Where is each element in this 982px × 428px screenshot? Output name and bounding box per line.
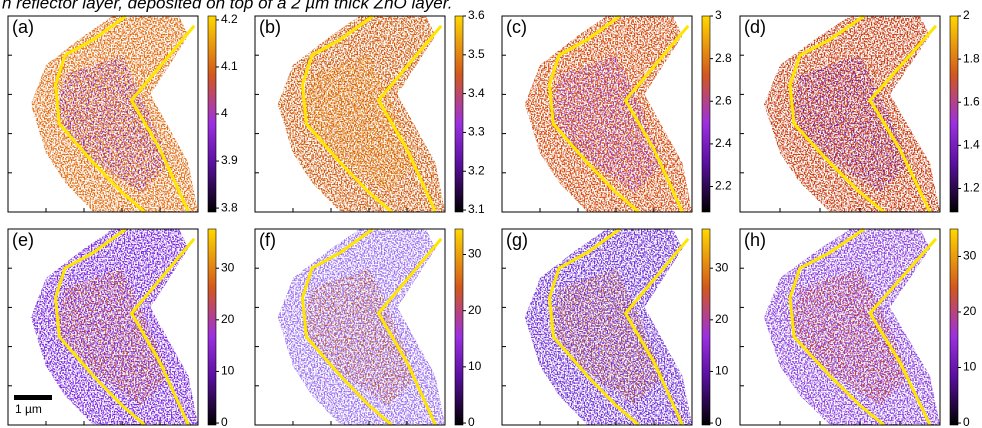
colorbar [454, 15, 464, 213]
colorbar-tick-label: 30 [221, 260, 235, 274]
colorbar-tick-label: 20 [468, 303, 482, 317]
colorbar-tick-label: 1.4 [963, 138, 980, 152]
panel: (f) 30 20 10 0 [254, 227, 482, 428]
colorbar-tick-label: 4.2 [221, 12, 238, 26]
panel-label: (a) [12, 17, 34, 37]
colorbar-tick-label: 2.6 [715, 93, 732, 107]
colorbar-tick-label: 3.1 [468, 202, 485, 216]
panel: (g) 30 20 10 0 [501, 227, 729, 428]
boundary-line [548, 14, 640, 214]
map-region [55, 55, 170, 193]
colorbar-tick-label: 30 [963, 249, 977, 263]
colorbar-tick-label: 20 [715, 312, 729, 326]
colorbar-tick-label: 1.8 [963, 51, 980, 65]
colorbar-tick-label: 0 [715, 415, 722, 428]
boundary-line [376, 237, 443, 426]
panel: (h) 30 20 10 0 [739, 227, 977, 428]
caption: n reflector layer, deposited on top of a… [2, 0, 452, 12]
panel: (a) 4.2 4.1 4 3.9 3.8 [7, 12, 238, 214]
map-region [790, 55, 910, 193]
colorbar [701, 228, 711, 426]
colorbar [949, 228, 959, 426]
boundary-line [868, 24, 938, 213]
colorbar-tick-label: 3.2 [468, 163, 485, 177]
colorbar [701, 15, 711, 213]
map-region [549, 268, 664, 406]
panel: (c) 3 2.8 2.6 2.4 2.2 [501, 8, 732, 214]
colorbar [207, 228, 217, 426]
panel-frame [7, 15, 199, 213]
colorbar-tick-label: 2 [963, 8, 970, 22]
boundary-line [788, 227, 885, 427]
map-region [302, 268, 417, 406]
colorbar-tick-label: 10 [963, 360, 977, 374]
colorbar-tick-label: 3.9 [221, 153, 238, 167]
panel-frame [739, 228, 941, 426]
map-region [549, 55, 664, 193]
colorbar-tick-label: 10 [468, 359, 482, 373]
colorbar-tick-label: 3.6 [468, 8, 485, 22]
panel: (b) 3.6 3.5 3.4 3.3 3.2 3.1 [254, 8, 485, 216]
panel-label: (h) [744, 230, 766, 250]
colorbar [454, 228, 464, 426]
colorbar-tick-label: 10 [221, 364, 235, 378]
boundary-line [788, 14, 885, 214]
map-region [790, 268, 910, 406]
colorbar [949, 15, 959, 213]
panel: (d) 2 1.8 1.6 1.4 1.2 [739, 8, 980, 214]
colorbar [207, 15, 217, 213]
colorbar-tick-label: 0 [221, 415, 228, 428]
colorbar-tick-label: 0 [963, 415, 970, 428]
colorbar-tick-label: 4 [221, 106, 228, 120]
panel-frame [501, 228, 693, 426]
panel: (e) 30 20 10 0 [7, 227, 235, 428]
panel-label: (b) [259, 17, 281, 37]
panel-frame [501, 15, 693, 213]
colorbar-tick-label: 3.5 [468, 47, 485, 61]
boundary-line [376, 24, 443, 213]
colorbar-tick-label: 1.6 [963, 94, 980, 108]
scale-bar [14, 395, 52, 400]
colorbar-tick-label: 0 [468, 415, 475, 428]
panel-frame [739, 15, 941, 213]
scale-bar-label: 1 µm [15, 402, 42, 416]
map-region [302, 55, 417, 193]
colorbar-tick-label: 1.2 [963, 181, 980, 195]
boundary-line [54, 227, 146, 427]
boundary-line [54, 14, 146, 214]
boundary-line [623, 24, 690, 213]
colorbar-tick-label: 3.4 [468, 86, 485, 100]
panel-label: (f) [259, 230, 276, 250]
panel-label: (g) [506, 230, 528, 250]
colorbar-tick-label: 3.8 [221, 200, 238, 214]
colorbar-tick-label: 20 [963, 304, 977, 318]
scale-bar-bg [12, 402, 56, 417]
colorbar-tick-label: 3.3 [468, 125, 485, 139]
colorbar-tick-label: 10 [715, 364, 729, 378]
colorbar-tick-label: 3 [715, 8, 722, 22]
panel-frame [7, 228, 199, 426]
colorbar-tick-label: 2.2 [715, 179, 732, 193]
colorbar-tick-label: 2.8 [715, 51, 732, 65]
boundary-line [548, 227, 640, 427]
colorbar-tick-label: 20 [221, 312, 235, 326]
colorbar-tick-label: 30 [468, 247, 482, 261]
map-region [55, 268, 170, 406]
boundary-line [129, 237, 196, 426]
colorbar-tick-label: 2.4 [715, 136, 732, 150]
boundary-line [129, 24, 196, 213]
boundary-line [301, 14, 393, 214]
boundary-line [623, 237, 690, 426]
panel-label: (d) [744, 17, 766, 37]
panel-label: (c) [506, 17, 527, 37]
colorbar-tick-label: 30 [715, 260, 729, 274]
colorbar-tick-label: 4.1 [221, 59, 238, 73]
boundary-line [301, 227, 393, 427]
boundary-line [868, 237, 938, 426]
panel-frame [254, 15, 446, 213]
panel-frame [254, 228, 446, 426]
panel-label: (e) [12, 230, 34, 250]
